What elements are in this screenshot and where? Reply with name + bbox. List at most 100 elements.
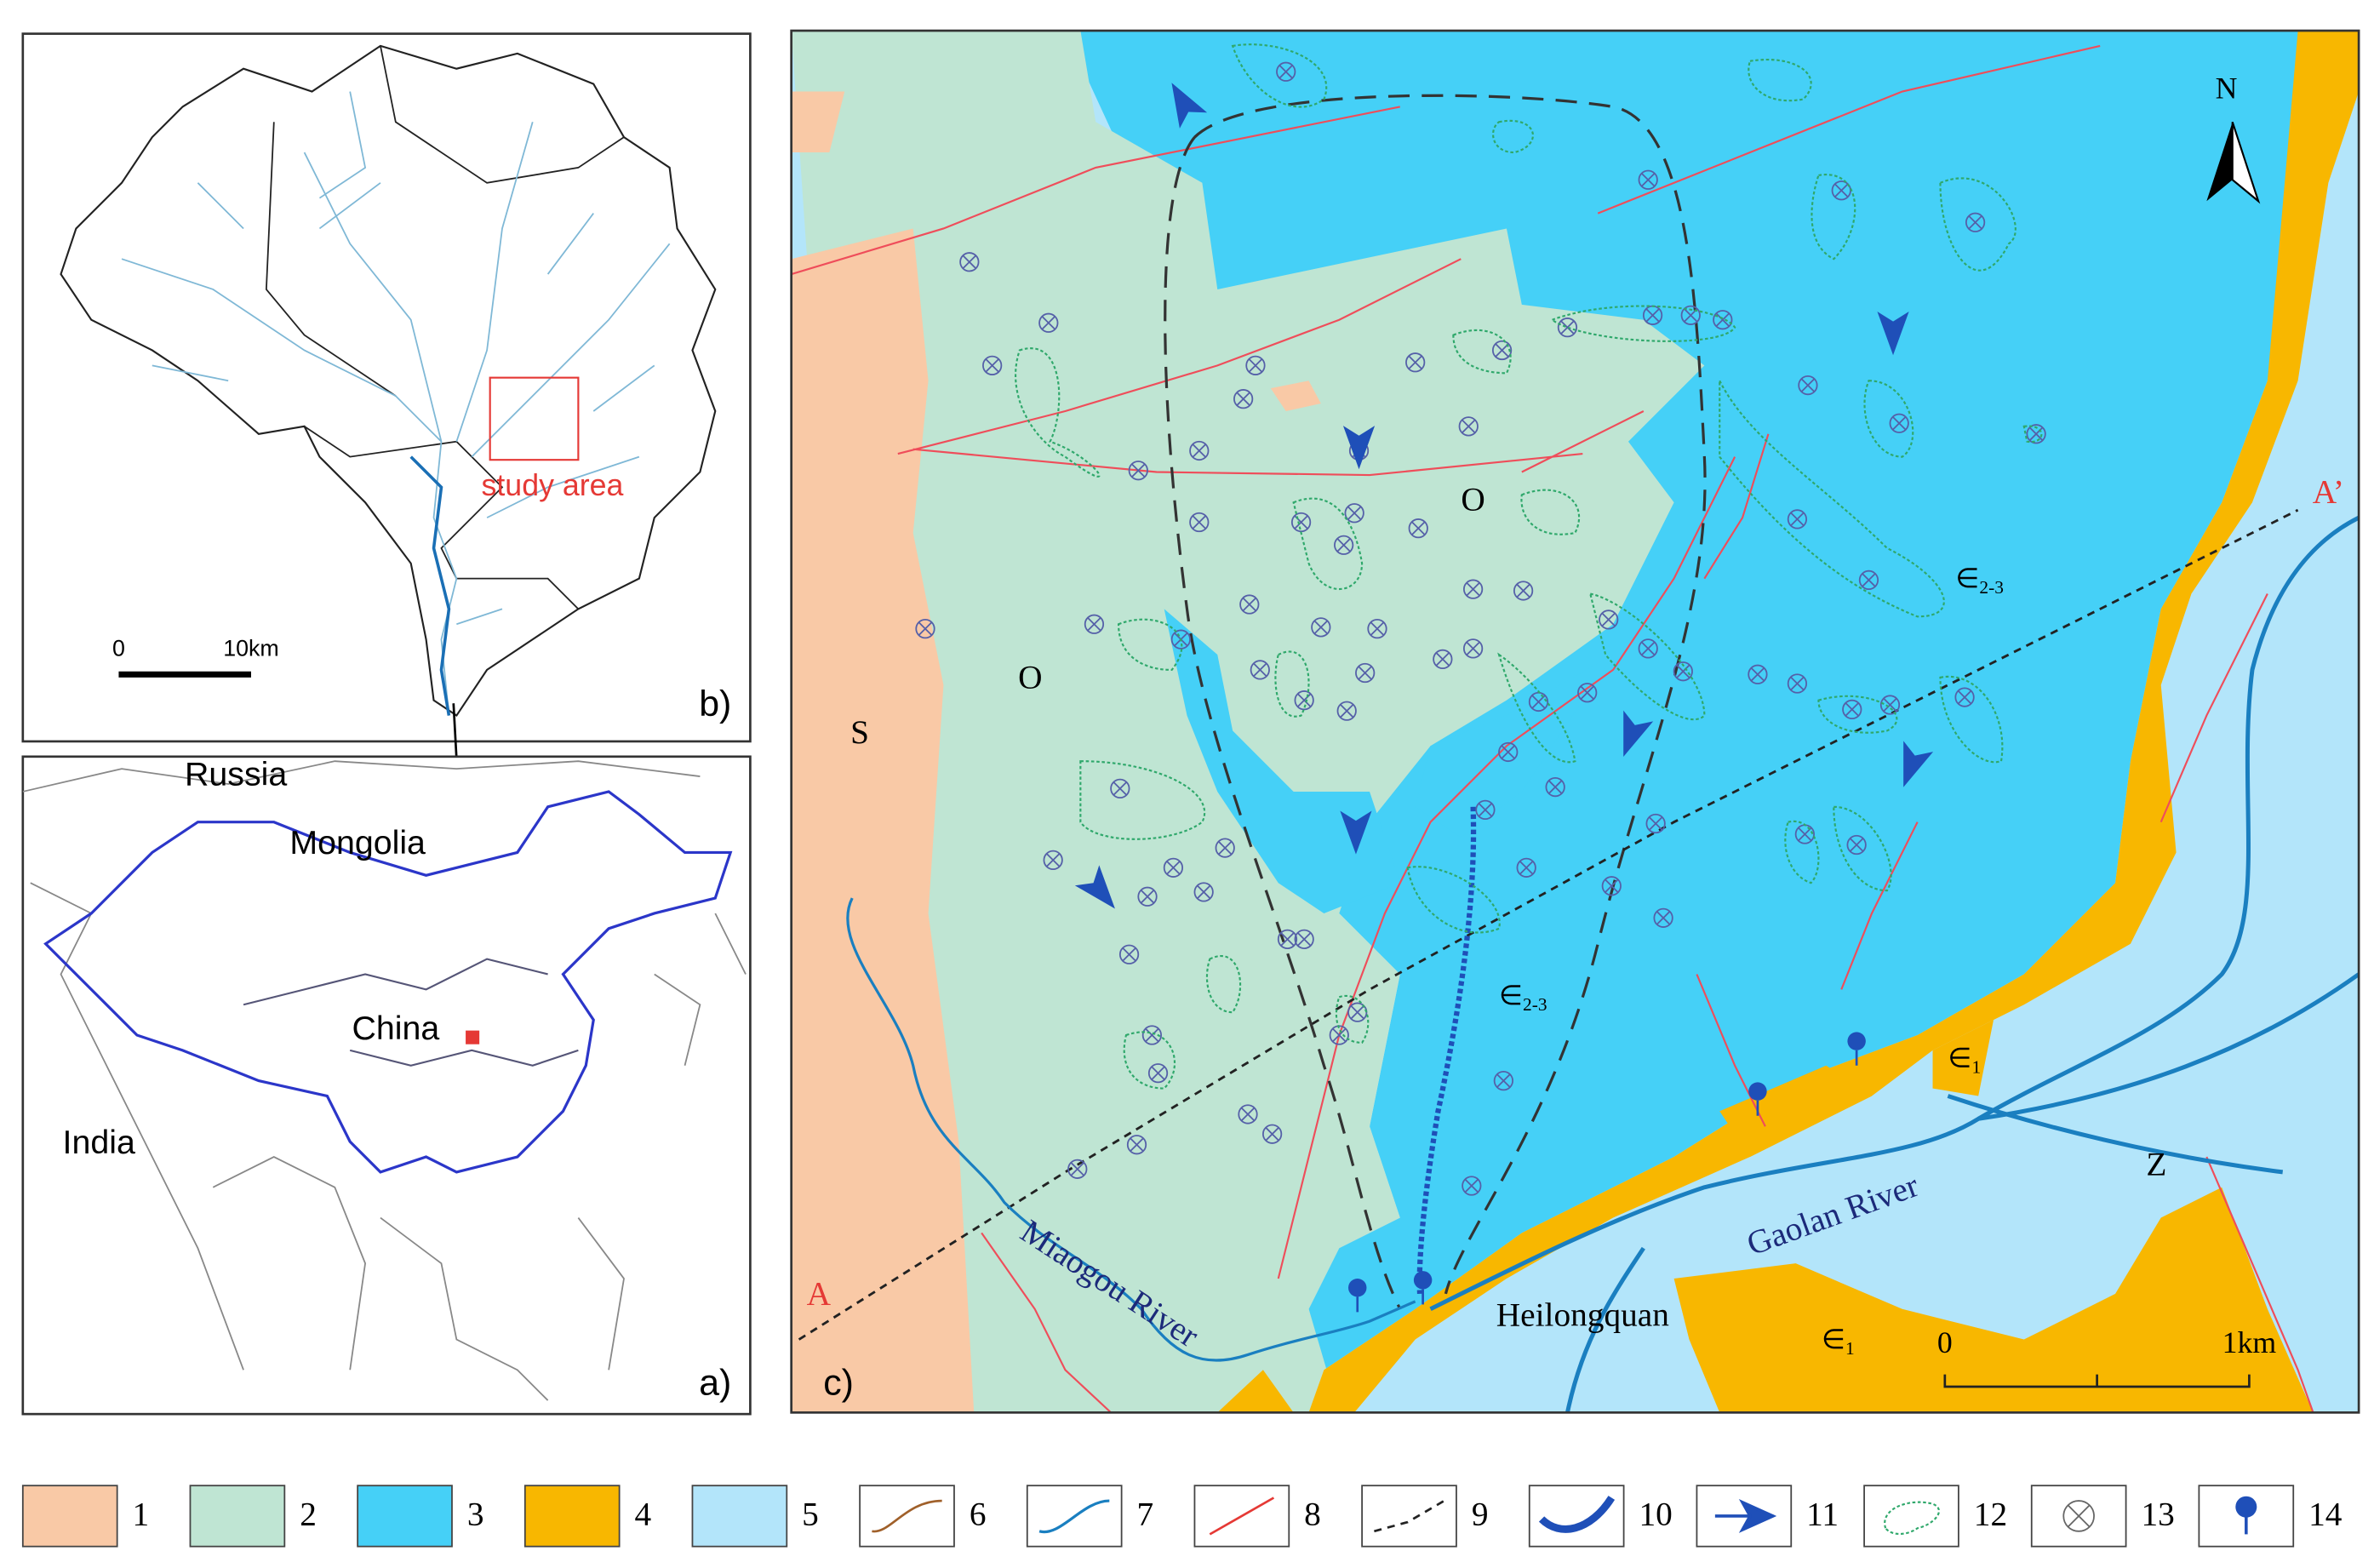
catchment-boundary (1164, 94, 1707, 1310)
sinkhole-cross (1265, 1127, 1279, 1142)
sinkhole-circle (1408, 518, 1428, 539)
sinkhole-cross (1834, 183, 1849, 197)
sinkhole (1965, 212, 1986, 232)
sinkhole (1250, 660, 1270, 680)
sinkhole-circle (1645, 813, 1666, 834)
sinkhole-cross (1560, 320, 1575, 335)
sinkhole (1193, 882, 1214, 902)
legend-box (859, 1485, 955, 1548)
sinkhole-circle (1879, 695, 1901, 715)
sinkhole-circle (1680, 305, 1701, 325)
unit-symbol: ∈ (1948, 1043, 1971, 1073)
spring (1847, 1032, 1866, 1050)
sinkhole (1126, 1135, 1147, 1155)
sinkhole-cross (1218, 840, 1233, 856)
sinkhole-circle (1965, 212, 1986, 232)
sinkhole-cross (1242, 597, 1256, 612)
sinkhole-circle (1475, 799, 1496, 821)
sinkhole-circle (1290, 512, 1312, 533)
sinkhole-circle (1277, 929, 1298, 949)
sinkhole-cross (1435, 652, 1450, 667)
panel-frame (790, 29, 2360, 1414)
sinkhole (1879, 695, 1901, 715)
closed-depression (1231, 43, 1327, 108)
sinkhole (1545, 776, 1565, 798)
sinkhole (1787, 509, 1808, 529)
legend-fill (524, 1485, 620, 1547)
sinkhole (1311, 617, 1331, 638)
legend-item: 10 (1528, 1485, 1673, 1548)
sinkhole (1276, 61, 1296, 82)
sinkhole-cross (1892, 416, 1907, 431)
sinkhole-cross (1466, 582, 1480, 597)
sinkhole-circle (1336, 701, 1357, 721)
legend-label: 2 (300, 1496, 317, 1533)
unit-1-area (1270, 381, 1321, 411)
sinkhole-circle (1355, 662, 1376, 684)
sinkhole (1858, 569, 1879, 591)
legend-fill (358, 1485, 452, 1547)
sinkhole (1147, 1063, 1169, 1084)
sinkhole-cross (1131, 463, 1146, 478)
sinkhole-cross (1641, 641, 1656, 656)
sinkhole-cross (1862, 573, 1876, 587)
closed-depression (1335, 994, 1370, 1044)
closed-depression (1719, 380, 1945, 618)
sinkhole (1141, 1025, 1163, 1045)
sinkhole (1347, 1002, 1368, 1022)
legend-item: 5 (691, 1485, 819, 1548)
sinkhole (1680, 305, 1701, 325)
sinkhole (1513, 581, 1534, 601)
spring-label: Heilongquan (1496, 1296, 1669, 1334)
sinkhole-circle (1137, 886, 1158, 907)
sinkhole (1462, 579, 1484, 599)
sinkhole-circle (1491, 340, 1513, 361)
sinkhole (1653, 907, 1673, 928)
legend-label: 4 (635, 1496, 652, 1533)
sinkhole-cross (1340, 704, 1354, 718)
scale-end: 1km (2222, 1325, 2277, 1359)
north-arrow (2231, 121, 2261, 204)
sinkhole (1462, 638, 1484, 659)
sinkhole-circle (1462, 1176, 1482, 1196)
panel-b: study area 0 10km b) (21, 32, 752, 743)
sinkhole-circle (1653, 907, 1673, 928)
sinkhole-cross (1641, 173, 1656, 187)
closed-depression (1015, 347, 1101, 478)
closed-depression (1939, 177, 2016, 272)
sinkhole-circle (1118, 944, 1140, 964)
sinkhole (1673, 661, 1693, 682)
spring (1413, 1271, 1433, 1290)
sinkhole-circle (1189, 440, 1210, 461)
unit-subscript: 2-3 (1523, 994, 1547, 1015)
sinkhole-cross (985, 358, 999, 373)
sinkhole (1798, 375, 1818, 396)
scale-bar (1943, 1374, 2251, 1388)
legend-box (2030, 1485, 2127, 1548)
sinkhole-cross (1350, 1005, 1364, 1020)
china-border (43, 790, 733, 1174)
legend-box (1361, 1485, 1457, 1548)
river (1429, 515, 2360, 1413)
sinkhole-cross (1240, 1107, 1256, 1122)
legend-label: 6 (970, 1496, 987, 1533)
sinkhole-circle (1193, 882, 1214, 902)
country-borders (22, 760, 747, 1401)
sinkhole-circle (1110, 778, 1130, 798)
sinkhole-circle (1798, 375, 1818, 396)
legend: 1 2 3 4 5 6 7 8 9 10 11 12 13 14 (21, 1485, 2343, 1548)
legend-item: 2 (189, 1485, 317, 1548)
sinkhole-circle (1128, 461, 1148, 481)
sinkhole-circle (1344, 503, 1364, 524)
sinkhole (1557, 318, 1578, 338)
sinkhole-circle (1846, 834, 1867, 856)
unit-subscript: 1 (1971, 1056, 1981, 1077)
sinkhole-cross (1790, 512, 1805, 527)
sinkhole (1043, 850, 1063, 871)
flow-arrow (1340, 810, 1372, 855)
sinkhole-cross (1140, 890, 1155, 904)
legend-item: 7 (1026, 1485, 1153, 1548)
unit-label: ∈1 (1948, 1043, 1981, 1077)
legend-box (2198, 1485, 2295, 1548)
sinkhole-cross (1297, 932, 1312, 947)
